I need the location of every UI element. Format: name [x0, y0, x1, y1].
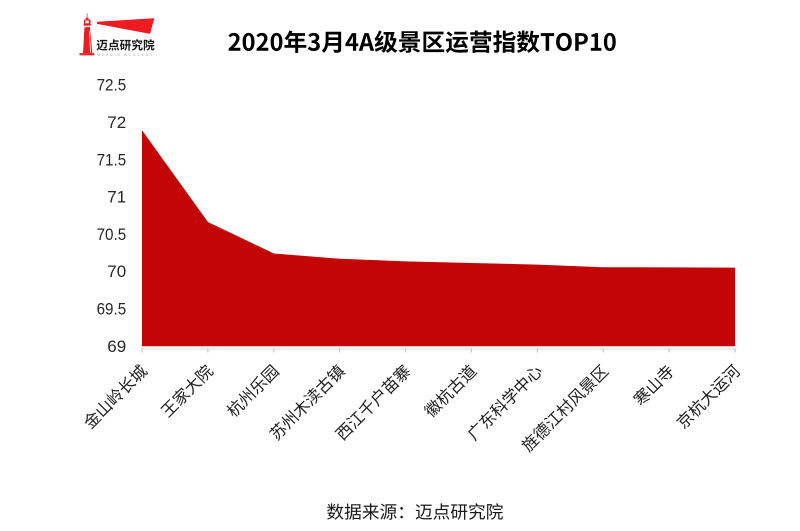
svg-text:70.5: 70.5: [97, 225, 127, 244]
svg-text:72: 72: [107, 113, 126, 132]
svg-text:70: 70: [107, 262, 126, 281]
svg-text:MEADIN ACADEMY: MEADIN ACADEMY: [97, 53, 154, 57]
svg-text:72.5: 72.5: [97, 76, 127, 95]
svg-text:69.5: 69.5: [97, 300, 127, 319]
svg-text:71.5: 71.5: [97, 150, 127, 169]
svg-text:71: 71: [107, 188, 126, 207]
svg-text:69: 69: [107, 337, 126, 356]
